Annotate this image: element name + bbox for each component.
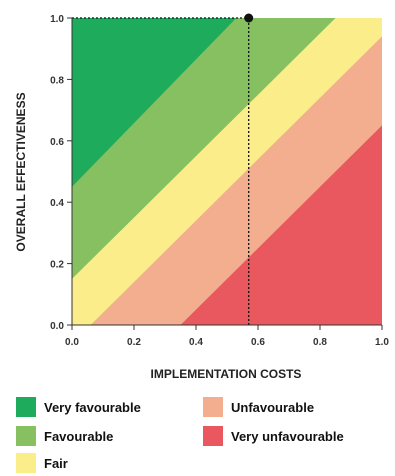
- legend-item-unfavourable: Unfavourable: [203, 397, 314, 417]
- y-tick-label: 0.4: [50, 198, 64, 209]
- legend-swatch: [16, 453, 36, 473]
- legend-swatch: [16, 397, 36, 417]
- y-axis-title: OVERALL EFFECTIVENESS: [14, 92, 28, 251]
- legend-label: Fair: [44, 455, 68, 471]
- x-tick-label: 0.2: [127, 337, 141, 348]
- legend-swatch: [203, 397, 223, 417]
- y-tick-label: 0.6: [50, 137, 64, 148]
- data-point: [244, 13, 254, 23]
- plot-area: [72, 13, 382, 326]
- y-tick-label: 1.0: [50, 14, 64, 25]
- legend-label: Unfavourable: [231, 399, 315, 415]
- region-very-unfavourable: [180, 125, 382, 326]
- legend-item-fair: Fair: [16, 453, 68, 473]
- chart: 0.0 0.2 0.4 0.6 0.8 1.0 0.0 0.2 0.4 0.6 0.8 1.0 IMP…: [14, 13, 389, 381]
- legend-label: Very unfavourable: [231, 428, 344, 444]
- legend-item-very-unfavourable: Very unfavourable: [203, 426, 344, 446]
- x-tick-label: 1.0: [375, 337, 389, 348]
- x-tick-label: 0.6: [251, 337, 265, 348]
- legend-item-favourable: Favourable: [16, 426, 113, 446]
- x-tick-label: 0.4: [189, 337, 203, 348]
- legend-label: Very favourable: [44, 399, 141, 415]
- x-axis-title: IMPLEMENTATION COSTS: [151, 367, 302, 381]
- legend-label: Favourable: [44, 428, 114, 444]
- y-tick-label: 0.0: [50, 321, 64, 332]
- legend-swatch: [203, 426, 223, 446]
- y-tick-label: 0.2: [50, 260, 64, 271]
- x-tick-label: 0.0: [65, 337, 79, 348]
- legend-item-very-favourable: Very favourable: [16, 397, 141, 417]
- legend-swatch: [16, 426, 36, 446]
- y-tick-label: 0.8: [50, 75, 64, 86]
- axes: 0.0 0.2 0.4 0.6 0.8 1.0 0.0 0.2 0.4 0.6 0.8 1.0: [50, 14, 389, 348]
- x-tick-label: 0.8: [313, 337, 327, 348]
